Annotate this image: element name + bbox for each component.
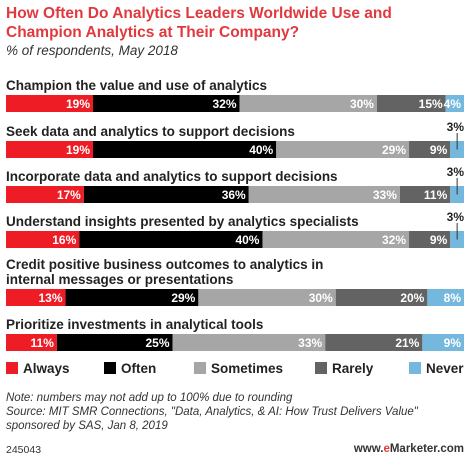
bar-segment bbox=[6, 289, 66, 306]
chart-title: How Often Do Analytics Leaders Worldwide… bbox=[6, 5, 392, 41]
bar-segment bbox=[422, 334, 464, 351]
chart-subtitle: % of respondents, May 2018 bbox=[6, 43, 178, 58]
chart-note: Note: numbers may not add up to 100% due… bbox=[6, 391, 464, 433]
legend-swatch bbox=[194, 362, 206, 374]
legend-swatch bbox=[409, 362, 421, 374]
brand-prefix: www. bbox=[353, 443, 384, 455]
category-label: internal messages or presentations bbox=[6, 272, 233, 287]
bar-segment bbox=[248, 186, 400, 203]
bar-segment bbox=[93, 141, 277, 158]
legend-swatch bbox=[104, 362, 116, 374]
data-label: 13% bbox=[39, 291, 63, 305]
legend-swatch bbox=[315, 362, 327, 374]
bar-segment bbox=[6, 141, 94, 158]
data-label: 3% bbox=[447, 165, 465, 179]
bar-segment bbox=[409, 141, 451, 158]
bar-segment bbox=[376, 95, 446, 112]
bar-segment bbox=[239, 95, 377, 112]
legend-label: Always bbox=[23, 361, 70, 376]
data-label: 11% bbox=[424, 188, 448, 202]
data-label: 33% bbox=[298, 336, 322, 350]
category-label: Understand insights presented by analyti… bbox=[6, 214, 359, 229]
bar-segment bbox=[276, 141, 410, 158]
brand-rest: Marketer.com bbox=[389, 443, 464, 455]
bar-segment bbox=[6, 231, 80, 248]
data-label: 30% bbox=[309, 291, 333, 305]
data-label: 33% bbox=[373, 188, 397, 202]
bar-segment bbox=[83, 186, 249, 203]
source-text: Source: MIT SMR Connections, "Data, Anal… bbox=[6, 406, 418, 432]
data-label: 9% bbox=[430, 143, 448, 157]
category-label: Credit positive business outcomes to ana… bbox=[6, 257, 323, 272]
data-label: 11% bbox=[31, 336, 55, 350]
bar-segment bbox=[93, 95, 240, 112]
legend-label: Sometimes bbox=[211, 361, 283, 376]
emarketer-logo: www.eMarketer.com bbox=[354, 443, 464, 455]
data-label: 3% bbox=[447, 210, 465, 224]
bar-segment bbox=[6, 186, 84, 203]
data-label: 21% bbox=[395, 336, 419, 350]
data-label: 19% bbox=[66, 143, 90, 157]
data-label: 9% bbox=[430, 233, 448, 247]
bar-segment bbox=[198, 289, 336, 306]
bar-segment bbox=[172, 334, 326, 351]
data-label: 4% bbox=[444, 97, 462, 111]
data-label: 36% bbox=[222, 188, 246, 202]
bar-segment bbox=[6, 334, 57, 351]
bar-segment bbox=[427, 289, 464, 306]
category-label: Champion the value and use of analytics bbox=[6, 78, 267, 93]
legend-label: Rarely bbox=[332, 361, 374, 376]
data-label: 40% bbox=[235, 233, 259, 247]
legend-label: Often bbox=[121, 361, 156, 376]
data-label: 20% bbox=[400, 291, 424, 305]
bar-segment bbox=[6, 95, 94, 112]
category-label: Seek data and analytics to support decis… bbox=[6, 124, 295, 139]
bar-segment bbox=[335, 289, 428, 306]
data-label: 9% bbox=[444, 336, 462, 350]
data-label: 19% bbox=[66, 97, 90, 111]
bar-segment bbox=[325, 334, 423, 351]
bar-segment bbox=[65, 289, 199, 306]
data-label: 8% bbox=[444, 291, 462, 305]
legend-swatch bbox=[6, 362, 18, 374]
chart-id: 245043 bbox=[6, 444, 42, 456]
bar-segment bbox=[262, 231, 410, 248]
bar-segment bbox=[56, 334, 173, 351]
brand-e: e bbox=[383, 443, 390, 455]
data-label: 25% bbox=[146, 336, 170, 350]
bar-segment bbox=[445, 95, 464, 112]
stacked-bar-chart: Champion the value and use of analytics 1… bbox=[6, 78, 465, 376]
data-label: 16% bbox=[52, 233, 76, 247]
data-label: 32% bbox=[382, 233, 406, 247]
note-text: Note: numbers may not add up to 100% due… bbox=[6, 392, 293, 404]
data-label: 40% bbox=[249, 143, 273, 157]
data-label: 29% bbox=[382, 143, 406, 157]
data-label: 30% bbox=[350, 97, 374, 111]
bar-segment bbox=[399, 186, 451, 203]
data-label: 15% bbox=[419, 97, 443, 111]
category-label: Prioritize investments in analytical too… bbox=[6, 317, 263, 332]
data-label: 3% bbox=[447, 120, 465, 134]
bar-segment bbox=[409, 231, 451, 248]
data-label: 32% bbox=[213, 97, 237, 111]
category-label: Incorporate data and analytics to suppor… bbox=[6, 169, 338, 184]
data-label: 29% bbox=[171, 291, 195, 305]
data-label: 17% bbox=[57, 188, 81, 202]
legend-label: Never bbox=[426, 361, 464, 376]
bar-segment bbox=[79, 231, 263, 248]
